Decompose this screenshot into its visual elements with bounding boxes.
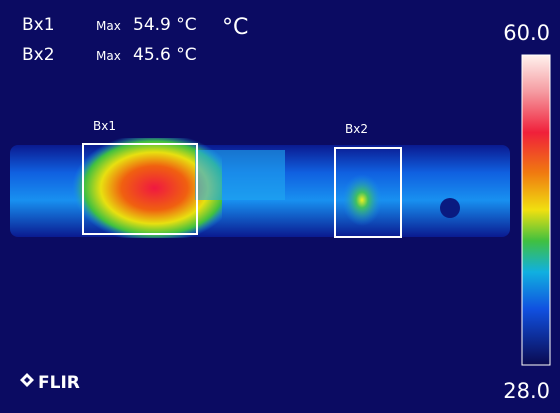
readout-value: 54.9 °C bbox=[133, 15, 197, 35]
color-scale bbox=[521, 54, 551, 366]
scale-min: 28.0 bbox=[503, 379, 550, 403]
hot-spot bbox=[342, 174, 382, 226]
readout-value: 45.6 °C bbox=[133, 45, 197, 65]
readout-label: Max bbox=[96, 49, 121, 63]
dark-spot bbox=[440, 198, 460, 218]
box-label: Bx2 bbox=[345, 122, 368, 136]
readout-box: Bx1 bbox=[22, 15, 55, 35]
readout-label: Max bbox=[96, 19, 121, 33]
box-bx1 bbox=[82, 143, 198, 235]
box-bx2 bbox=[334, 147, 402, 238]
box-label: Bx1 bbox=[93, 119, 116, 133]
brand: FLIR bbox=[38, 373, 80, 393]
brand-logo: FLIR bbox=[20, 373, 80, 393]
readout-box: Bx2 bbox=[22, 45, 55, 65]
warm-area bbox=[195, 150, 285, 200]
unit: °C bbox=[222, 15, 248, 40]
scale-max: 60.0 bbox=[503, 21, 550, 45]
